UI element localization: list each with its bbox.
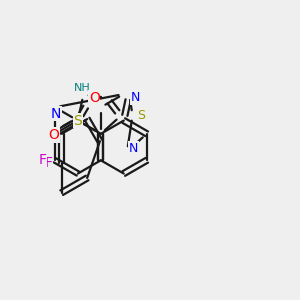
- Text: N: N: [131, 91, 140, 104]
- Text: F: F: [38, 153, 46, 167]
- Text: NH: NH: [74, 83, 90, 93]
- Text: N: N: [129, 142, 138, 155]
- Text: S: S: [74, 114, 82, 128]
- Text: O: O: [48, 128, 59, 142]
- Text: S: S: [137, 109, 145, 122]
- Text: O: O: [89, 91, 100, 105]
- Text: F: F: [44, 156, 52, 170]
- Text: N: N: [51, 107, 61, 121]
